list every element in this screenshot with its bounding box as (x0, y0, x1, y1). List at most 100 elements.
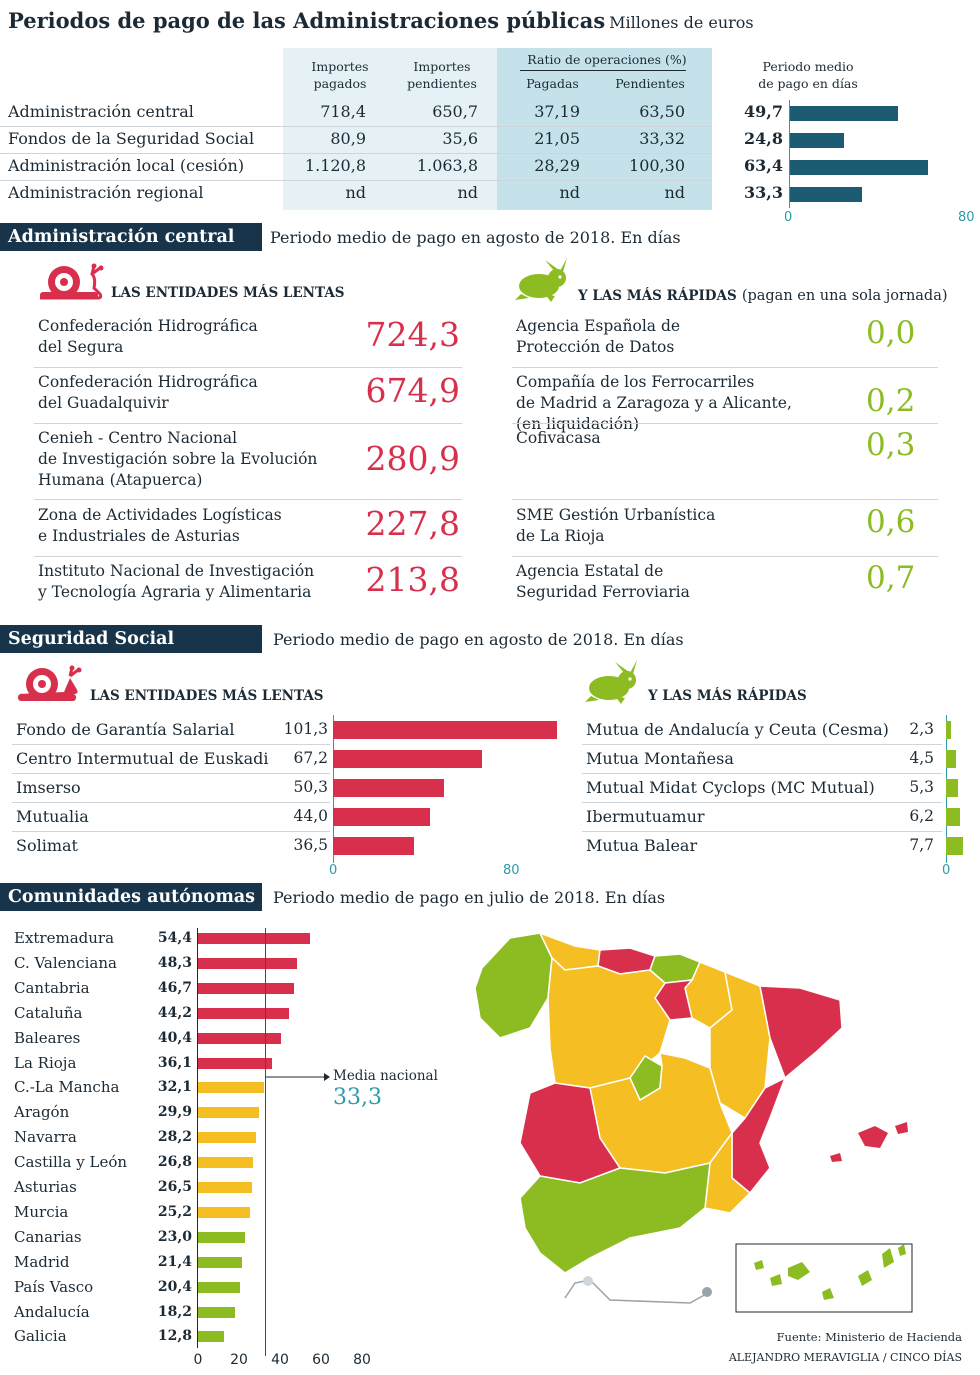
summary-row-period: 49,7 (744, 102, 783, 121)
ca-label: Cantabria (14, 978, 90, 997)
ca-value: 23,0 (157, 1228, 192, 1245)
snail-icon (40, 263, 104, 300)
ca-bar (198, 1231, 246, 1243)
ca-bar (198, 1107, 260, 1119)
summary-row-ratio-paid: 21,05 (534, 129, 580, 148)
ca-label: Galicia (14, 1327, 67, 1346)
ss-slow-value: 50,3 (293, 778, 328, 796)
entity-value: 724,3 (365, 315, 460, 354)
entity-name-line: Cofivacasa (516, 429, 601, 447)
ss-fast-title: Y LAS MÁS RÁPIDAS (648, 688, 807, 704)
ca-bar (198, 957, 297, 969)
central-subtitle: Periodo medio de pago en agosto de 2018.… (270, 228, 681, 247)
ss-slow-value: 36,5 (293, 836, 328, 854)
entity-name: SME Gestión Urbanística de La Rioja (516, 505, 846, 547)
ca-bar (198, 1256, 242, 1268)
map-andalucia (519, 1162, 711, 1274)
ca-label: Extremadura (14, 929, 115, 947)
ca-value: 36,1 (157, 1054, 192, 1071)
ca-bar (198, 1281, 240, 1293)
ca-label: Baleares (14, 1028, 81, 1047)
ca-value: 29,9 (157, 1104, 192, 1121)
row-divider (0, 126, 712, 127)
entity-divider (512, 367, 938, 368)
entity-value: 674,9 (365, 371, 460, 410)
ss-fast-bar (946, 750, 956, 768)
entity-name: Cenieh - Centro Nacional de Investigación… (38, 428, 358, 491)
ss-divider (582, 802, 942, 803)
entity-name: Agencia Estatal de Seguridad Ferroviaria (516, 561, 846, 603)
summary-row-ratio-pending: 33,32 (639, 129, 685, 148)
ca-bar (198, 1157, 253, 1169)
ca-label: País Vasco (14, 1277, 94, 1296)
spain-map (474, 931, 913, 1313)
central-fast-note: (pagan en una sola jornada) (741, 288, 948, 304)
ca-value: 48,3 (157, 954, 192, 971)
ca-mean-line (265, 928, 266, 1356)
summary-axis-line (789, 100, 790, 208)
entity-value: 213,8 (365, 560, 460, 599)
entity-name-line: Seguridad Ferroviaria (516, 583, 690, 601)
ss-divider (12, 744, 330, 745)
section-bar-central: Administración central (0, 223, 262, 251)
summary-row-pending: 35,6 (442, 129, 478, 148)
map-baleares (830, 1122, 908, 1162)
summary-row-ratio-paid: nd (559, 183, 580, 202)
summary-bar (789, 133, 844, 148)
ss-slow-bar (333, 721, 558, 739)
ss-fast-bar (946, 779, 958, 797)
ss-divider (12, 773, 330, 774)
summary-row-label: Fondos de la Seguridad Social (8, 129, 255, 148)
ss-fast-bar (946, 808, 960, 826)
ss-slow-bar (333, 837, 414, 855)
ca-label: C.-La Mancha (14, 1078, 120, 1097)
map-cataluna (759, 985, 843, 1080)
ss-slow-axis-min: 0 (329, 863, 338, 878)
ss-fast-value: 6,2 (909, 807, 934, 825)
ca-bar (198, 1032, 281, 1044)
row-divider (0, 180, 712, 181)
ca-value: 46,7 (157, 979, 192, 996)
ca-value: 18,2 (157, 1303, 192, 1320)
row-divider (0, 153, 712, 154)
ss-slow-axis-max: 80 (503, 863, 520, 878)
ca-bar (198, 1306, 236, 1318)
ca-tick-label: 0 (193, 1352, 203, 1368)
entity-name: Instituto Nacional de Investigación y Tec… (38, 561, 358, 603)
entity-name-line: Protección de Datos (516, 338, 675, 356)
section-bar-ca: Comunidades autónomas (0, 883, 262, 911)
hdr-ratio-group: Ratio de operaciones (%) (527, 52, 687, 67)
summary-row-paid: 1.120,8 (304, 156, 366, 175)
entity-value: 280,9 (365, 439, 460, 478)
summary-row-pending: 650,7 (432, 102, 478, 121)
ss-fast-label: Mutua Montañesa (586, 749, 734, 768)
ca-value: 54,4 (157, 930, 192, 946)
ca-label: Cataluña (14, 1003, 83, 1022)
page-title: Periodos de pago de las Administraciones… (8, 8, 754, 33)
ss-slow-value: 44,0 (293, 807, 328, 825)
entity-value: 0,7 (866, 560, 916, 596)
ss-fast-axis-min: 0 (942, 863, 951, 878)
section-bar-ss: Seguridad Social (0, 625, 262, 653)
summary-row-label: Administración local (cesión) (8, 156, 245, 175)
summary-bar (789, 160, 929, 175)
entity-name-line: SME Gestión Urbanística (516, 506, 716, 524)
ss-divider (582, 773, 942, 774)
ss-slow-label: Solimat (16, 836, 78, 855)
ss-slow-value: 67,2 (293, 749, 328, 767)
ss-slow-label: Imserso (16, 778, 81, 797)
ca-subtitle: Periodo medio de pago en julio de 2018. … (273, 888, 666, 907)
entity-name: Cofivacasa (516, 428, 846, 449)
ca-value: 26,8 (157, 1154, 192, 1171)
entity-divider (34, 423, 462, 424)
ss-fast-value: 5,3 (909, 778, 934, 796)
ss-fast-value: 7,7 (909, 836, 934, 854)
summary-bar (789, 187, 863, 202)
footer-source: Fuente: Ministerio de Hacienda (776, 1330, 962, 1344)
hdr-ratio-paid: Pagadas (526, 76, 579, 91)
ca-bar (198, 1331, 225, 1343)
ca-label: Navarra (14, 1128, 77, 1147)
entity-value: 0,2 (866, 383, 916, 419)
hdr-ratio-rule (520, 70, 686, 71)
entity-name-line: y Tecnología Agraria y Alimentaria (38, 583, 312, 601)
